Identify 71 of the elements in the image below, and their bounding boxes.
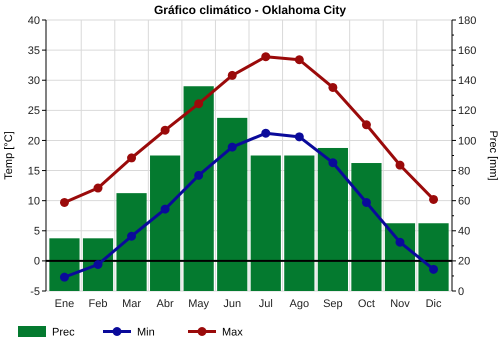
point — [228, 142, 237, 152]
y-tick-label: 5 — [34, 226, 40, 238]
x-tick-label: Sep — [323, 298, 343, 310]
y2-tick-label: 140 — [458, 75, 476, 88]
x-tick-label: Ene — [54, 298, 74, 310]
point — [160, 204, 170, 214]
y-tick-label: 30 — [28, 75, 40, 88]
bar — [217, 118, 248, 291]
point — [194, 170, 204, 180]
bar — [184, 86, 214, 291]
y-tick-label: 0 — [34, 256, 40, 268]
bar — [116, 193, 147, 291]
y2-tick-label: 40 — [458, 226, 470, 238]
point — [94, 184, 103, 193]
x-tick-label: Jul — [258, 298, 273, 310]
y-tick-label: 35 — [28, 44, 40, 57]
bar — [150, 156, 180, 291]
point — [60, 272, 69, 282]
point — [127, 153, 136, 162]
point — [328, 158, 338, 168]
x-tick-label: Dic — [426, 298, 442, 310]
point — [194, 99, 204, 108]
y2-axis-title: Prec [mm] — [487, 130, 499, 181]
point — [328, 82, 338, 92]
y2-tick-label: 0 — [458, 286, 464, 298]
bar — [318, 148, 348, 291]
x-tick-label: Ago — [290, 298, 310, 310]
x-tick-label: Feb — [88, 298, 108, 310]
point — [294, 132, 304, 142]
x-tick-label: Oct — [358, 298, 375, 310]
y2-tick-label: 80 — [458, 165, 470, 178]
point — [94, 260, 103, 269]
point — [261, 52, 270, 62]
x-tick-label: Abr — [156, 298, 174, 310]
y-tick-label: -5 — [30, 286, 40, 298]
y2-tick-label: 180 — [458, 14, 476, 27]
x-tick-label: Jun — [223, 298, 242, 310]
bar — [418, 223, 449, 291]
point — [294, 55, 304, 64]
y-tick-label: 25 — [28, 105, 40, 118]
legend-label: Max — [222, 326, 244, 338]
y2-tick-label: 60 — [458, 196, 470, 208]
y-tick-label: 15 — [28, 165, 40, 178]
point — [127, 232, 136, 241]
y-tick-label: 20 — [28, 135, 40, 148]
bar — [351, 163, 382, 291]
y-tick-label: 40 — [28, 14, 40, 27]
y2-tick-label: 160 — [458, 44, 476, 57]
point — [429, 264, 438, 274]
legend-label: Min — [137, 326, 155, 338]
x-tick-label: May — [188, 298, 210, 310]
bar — [250, 156, 281, 291]
point — [228, 70, 237, 80]
point — [160, 126, 170, 135]
point — [362, 198, 371, 207]
point — [261, 128, 270, 138]
point — [395, 160, 404, 170]
y2-tick-label: 120 — [458, 105, 476, 118]
y-axis-title: Temp [°C] — [3, 131, 15, 180]
point — [362, 120, 371, 130]
y-tick-label: 10 — [28, 196, 40, 208]
y2-tick-label: 20 — [458, 256, 470, 268]
x-tick-label: Mar — [122, 298, 142, 310]
y2-tick-label: 100 — [458, 135, 476, 148]
bar — [284, 156, 314, 291]
chart-title: Gráfico climático - Oklahoma City — [154, 3, 346, 17]
point — [395, 238, 404, 247]
point — [429, 194, 438, 204]
point — [60, 198, 69, 207]
legend-label: Prec — [52, 326, 76, 338]
x-tick-label: Nov — [390, 298, 410, 310]
